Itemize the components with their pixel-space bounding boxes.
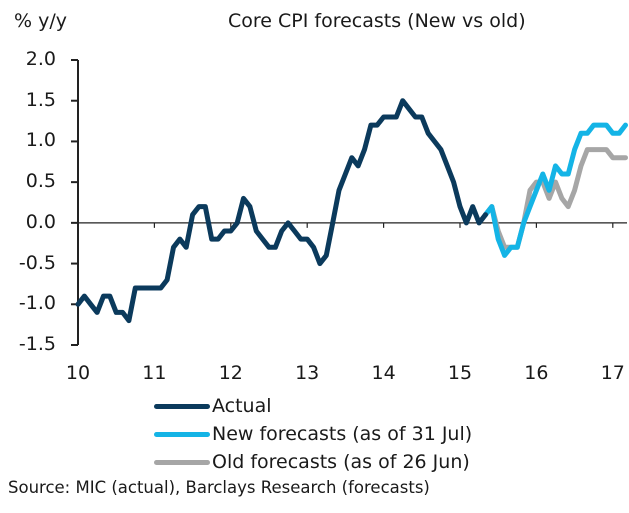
- x-tick-label: 12: [218, 362, 243, 384]
- axes: [71, 59, 627, 346]
- chart-title: Core CPI forecasts (New vs old): [228, 10, 526, 32]
- series-layer: [75, 98, 628, 324]
- y-tick-label: -0.5: [18, 251, 56, 274]
- y-tick-label: -1.0: [18, 292, 56, 315]
- y-tick-label: -1.5: [18, 333, 56, 355]
- series-line-new-forecasts: [483, 122, 628, 258]
- x-tick-label: 11: [142, 362, 167, 384]
- legend-swatch-new-forecasts: [154, 431, 210, 437]
- y-axis-unit-label: % y/y: [14, 10, 67, 32]
- y-tick-label: 0.0: [25, 210, 56, 233]
- series-line-actual: [75, 98, 488, 324]
- x-tick-label: 17: [600, 362, 625, 384]
- legend-label: New forecasts (as of 31 Jul): [212, 423, 473, 445]
- legend: Actual New forecasts (as of 31 Jul) Old …: [154, 392, 472, 476]
- y-tick-label: 0.5: [25, 170, 56, 193]
- legend-item-actual: Actual: [154, 392, 472, 420]
- legend-item-new-forecasts: New forecasts (as of 31 Jul): [154, 420, 472, 448]
- legend-item-old-forecasts: Old forecasts (as of 26 Jun): [154, 448, 472, 476]
- legend-swatch-actual: [154, 403, 210, 409]
- source-note: Source: MIC (actual), Barclays Research …: [8, 478, 430, 497]
- legend-swatch-old-forecasts: [154, 459, 210, 465]
- x-tick-label: 16: [524, 362, 549, 384]
- legend-label: Old forecasts (as of 26 Jun): [212, 451, 470, 473]
- y-tick-label: 1.0: [25, 129, 56, 152]
- x-tick-label: 14: [371, 362, 396, 384]
- x-tick-label: 13: [295, 362, 320, 384]
- x-tick-label: 10: [65, 362, 91, 384]
- y-tick-label: 1.5: [25, 88, 56, 111]
- x-tick-label: 15: [447, 362, 473, 384]
- legend-label: Actual: [212, 395, 272, 417]
- y-tick-label: 2.0: [25, 48, 56, 70]
